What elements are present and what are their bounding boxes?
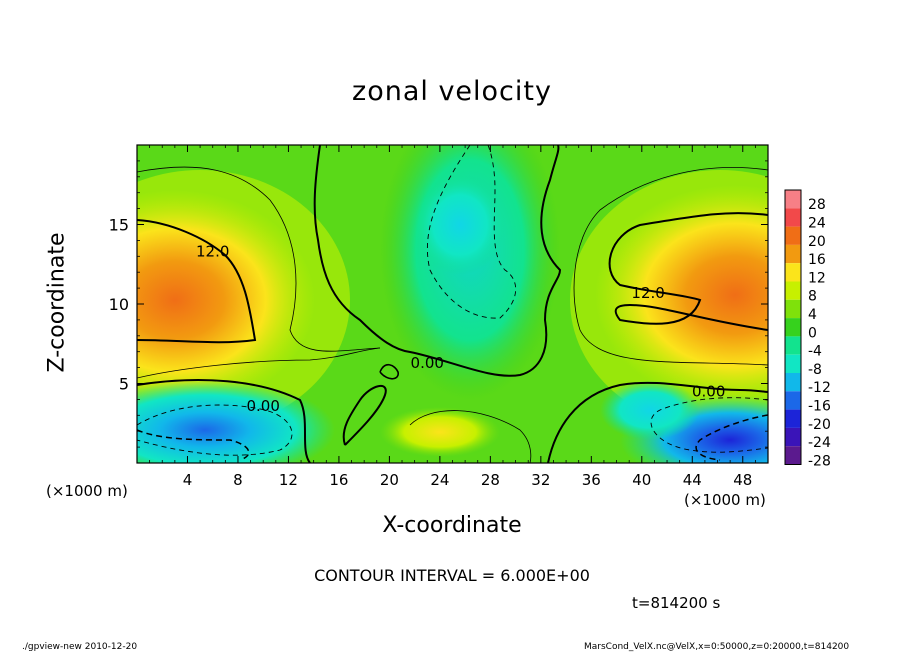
y-tick-label: 5 bbox=[119, 375, 129, 394]
colorbar-tick-label: -12 bbox=[808, 380, 831, 396]
colorbar-swatch bbox=[785, 208, 801, 227]
x-tick-label: 20 bbox=[380, 471, 399, 489]
y-tick-label: 10 bbox=[109, 295, 129, 314]
colorbar-swatch bbox=[785, 409, 801, 428]
colorbar-tick-label: 0 bbox=[808, 325, 817, 341]
colorbar-tick-label: 24 bbox=[808, 215, 826, 231]
x-tick-label: 36 bbox=[582, 471, 601, 489]
colorbar-swatch bbox=[785, 336, 801, 355]
y-tick-label: 15 bbox=[109, 216, 129, 235]
y-axis-ticks: 5 10 15 bbox=[109, 160, 768, 448]
contour-label: 12.0 bbox=[631, 284, 664, 302]
x-tick-label: 32 bbox=[531, 471, 550, 489]
colorbar: 28 24 20 16 12 8 4 0 -4 -8 -12 -16 -20 -24 -28 bbox=[784, 189, 831, 469]
x-tick-label: 44 bbox=[683, 471, 702, 489]
colorbar-tick-label: 20 bbox=[808, 234, 826, 250]
footer-right-text: MarsCond_VelX.nc@VelX,x=0:50000,z=0:2000… bbox=[584, 642, 850, 652]
colorbar-tick-label: -4 bbox=[808, 344, 822, 360]
colorbar-swatch bbox=[785, 427, 801, 447]
x-axis-ticks: 4 8 12 16 20 24 28 32 36 40 44 48 bbox=[149, 145, 756, 489]
x-tick-label: 40 bbox=[632, 471, 651, 489]
contour-label: 12.0 bbox=[196, 243, 229, 261]
colorbar-swatch bbox=[785, 391, 801, 410]
colorbar-swatch bbox=[785, 299, 801, 319]
colorbar-tick-label: 16 bbox=[808, 252, 826, 268]
colorbar-tick-label: -28 bbox=[808, 453, 831, 469]
footer-left-text: ./gpview-new 2010-12-20 bbox=[22, 642, 138, 652]
contour-label: 0.00 bbox=[692, 382, 725, 400]
x-tick-label: 48 bbox=[733, 471, 752, 489]
x-tick-label: 24 bbox=[430, 471, 449, 489]
x-unit-label-right: (×1000 m) bbox=[684, 491, 766, 509]
colorbar-tick-label: 28 bbox=[808, 197, 826, 213]
contour-label: 0.00 bbox=[246, 397, 279, 415]
contour-interval-text: CONTOUR INTERVAL = 6.000E+00 bbox=[314, 566, 590, 585]
colorbar-frame bbox=[784, 189, 802, 465]
time-text: t=814200 s bbox=[632, 594, 721, 612]
x-unit-label-left: (×1000 m) bbox=[46, 482, 128, 500]
x-axis-label: X-coordinate bbox=[382, 513, 522, 538]
colorbar-tick-label: -24 bbox=[808, 435, 831, 451]
colorbar-swatch bbox=[785, 373, 801, 392]
colorbar-tick-label: -20 bbox=[808, 417, 831, 433]
x-tick-label: 4 bbox=[183, 471, 193, 489]
colorbar-tick-label: 12 bbox=[808, 270, 826, 286]
chart-title: zonal velocity bbox=[352, 76, 552, 107]
colorbar-swatch bbox=[785, 446, 801, 465]
colorbar-tick-label: -8 bbox=[808, 362, 822, 378]
contour-lines bbox=[137, 145, 768, 463]
x-tick-label: 16 bbox=[329, 471, 348, 489]
y-axis-label: Z-coordinate bbox=[44, 232, 70, 373]
x-tick-label: 8 bbox=[233, 471, 243, 489]
colorbar-tick-label: -16 bbox=[808, 398, 831, 414]
x-tick-label: 12 bbox=[279, 471, 298, 489]
colorbar-swatch bbox=[785, 226, 801, 245]
contour-label-group: 12.0 12.0 0.00 0.00 0.00 bbox=[196, 243, 725, 415]
contour-label: 0.00 bbox=[411, 354, 444, 372]
colorbar-swatch bbox=[785, 281, 801, 300]
x-tick-label: 28 bbox=[481, 471, 500, 489]
colorbar-swatch bbox=[785, 354, 801, 373]
colorbar-swatch bbox=[785, 263, 801, 282]
field-fill bbox=[137, 145, 768, 463]
colorbar-tick-label: 8 bbox=[808, 289, 817, 305]
colorbar-swatch bbox=[785, 190, 801, 209]
colorbar-tick-label: 4 bbox=[808, 307, 817, 323]
colorbar-swatch bbox=[785, 244, 801, 264]
colorbar-swatch bbox=[785, 318, 801, 337]
